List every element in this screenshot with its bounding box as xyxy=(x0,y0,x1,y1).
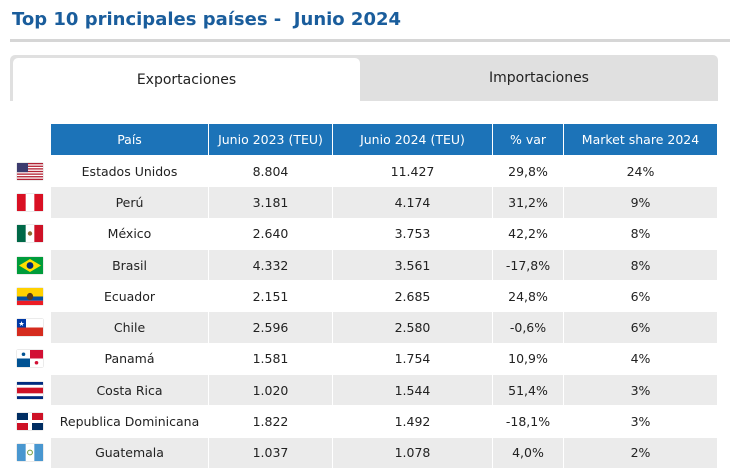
value-junio-2023: 1.020 xyxy=(208,374,332,406)
flag-column-header xyxy=(10,124,50,155)
country-name: Ecuador xyxy=(50,280,208,312)
country-name: Republica Dominicana xyxy=(50,405,208,437)
page-title: Top 10 principales países - Junio 2024 xyxy=(12,9,402,30)
value-junio-2024: 4.174 xyxy=(332,186,492,218)
country-name: Estados Unidos xyxy=(50,155,208,187)
value-junio-2024: 2.580 xyxy=(332,311,492,343)
column-header-market-share: Market share 2024 xyxy=(563,124,717,155)
value-market-share: 2% xyxy=(563,436,717,468)
value-junio-2023: 1.581 xyxy=(208,342,332,375)
value-market-share: 3% xyxy=(563,405,717,437)
value-junio-2023: 2.640 xyxy=(208,217,332,249)
value-market-share: 8% xyxy=(563,217,717,249)
value-var: -17,8% xyxy=(492,248,563,281)
table-row: Costa Rica 1.020 1.544 51,4% 3% xyxy=(10,374,717,406)
table-row: Estados Unidos 8.804 11.427 29,8% 24% xyxy=(10,155,717,187)
table-row: Ecuador 2.151 2.685 24,8% 6% xyxy=(10,280,717,312)
country-name: Chile xyxy=(50,311,208,343)
value-junio-2024: 3.753 xyxy=(332,217,492,249)
value-market-share: 3% xyxy=(563,374,717,406)
country-name: Panamá xyxy=(50,342,208,375)
table-row: Brasil 4.332 3.561 -17,8% 8% xyxy=(10,248,717,281)
tab-exportaciones[interactable]: Exportaciones xyxy=(13,58,360,101)
value-var: 10,9% xyxy=(492,342,563,375)
value-var: 42,2% xyxy=(492,217,563,249)
dominican-republic-flag-icon xyxy=(17,413,43,431)
value-market-share: 4% xyxy=(563,342,717,375)
chile-flag-icon xyxy=(17,319,43,337)
value-market-share: 6% xyxy=(563,280,717,312)
value-market-share: 9% xyxy=(563,186,717,218)
value-junio-2024: 2.685 xyxy=(332,280,492,312)
value-market-share: 6% xyxy=(563,311,717,343)
ecuador-flag-icon xyxy=(17,287,43,305)
column-header-junio-2023: Junio 2023 (TEU) xyxy=(208,124,332,155)
peru-flag-icon xyxy=(17,193,43,211)
mexico-flag-icon xyxy=(17,225,43,243)
value-var: 29,8% xyxy=(492,155,563,187)
value-var: -0,6% xyxy=(492,311,563,343)
country-name: Perú xyxy=(50,186,208,218)
title-divider xyxy=(10,39,730,42)
value-market-share: 24% xyxy=(563,155,717,187)
value-junio-2023: 4.332 xyxy=(208,248,332,281)
value-junio-2023: 1.822 xyxy=(208,405,332,437)
value-junio-2024: 1.754 xyxy=(332,342,492,375)
value-junio-2023: 3.181 xyxy=(208,186,332,218)
table-row: México 2.640 3.753 42,2% 8% xyxy=(10,217,717,249)
column-header-var: % var xyxy=(492,124,563,155)
countries-table: País Junio 2023 (TEU) Junio 2024 (TEU) %… xyxy=(10,124,717,468)
value-junio-2024: 11.427 xyxy=(332,155,492,187)
value-market-share: 8% xyxy=(563,248,717,281)
country-name: Costa Rica xyxy=(50,374,208,406)
brazil-flag-icon xyxy=(17,256,43,274)
value-var: 4,0% xyxy=(492,436,563,468)
value-junio-2024: 3.561 xyxy=(332,248,492,281)
value-junio-2024: 1.544 xyxy=(332,374,492,406)
country-name: Guatemala xyxy=(50,436,208,468)
value-junio-2023: 2.596 xyxy=(208,311,332,343)
table-header-row: País Junio 2023 (TEU) Junio 2024 (TEU) %… xyxy=(10,124,717,155)
us-flag-icon xyxy=(17,162,43,180)
guatemala-flag-icon xyxy=(17,444,43,462)
tab-bar: Exportaciones Importaciones xyxy=(10,55,718,101)
table-row: Chile 2.596 2.580 -0,6% 6% xyxy=(10,311,717,343)
table-row: Republica Dominicana 1.822 1.492 -18,1% … xyxy=(10,405,717,437)
value-var: 51,4% xyxy=(492,374,563,406)
value-var: -18,1% xyxy=(492,405,563,437)
value-junio-2023: 2.151 xyxy=(208,280,332,312)
column-header-junio-2024: Junio 2024 (TEU) xyxy=(332,124,492,155)
country-name: México xyxy=(50,217,208,249)
costa-rica-flag-icon xyxy=(17,381,43,399)
table-row: Perú 3.181 4.174 31,2% 9% xyxy=(10,186,717,218)
value-junio-2024: 1.492 xyxy=(332,405,492,437)
value-junio-2023: 8.804 xyxy=(208,155,332,187)
table-row: Guatemala 1.037 1.078 4,0% 2% xyxy=(10,436,717,468)
table-row: Panamá 1.581 1.754 10,9% 4% xyxy=(10,342,717,375)
value-junio-2023: 1.037 xyxy=(208,436,332,468)
value-var: 24,8% xyxy=(492,280,563,312)
panama-flag-icon xyxy=(17,350,43,368)
value-junio-2024: 1.078 xyxy=(332,436,492,468)
country-name: Brasil xyxy=(50,248,208,281)
column-header-pais: País xyxy=(50,124,208,155)
tab-importaciones[interactable]: Importaciones xyxy=(489,70,589,86)
value-var: 31,2% xyxy=(492,186,563,218)
